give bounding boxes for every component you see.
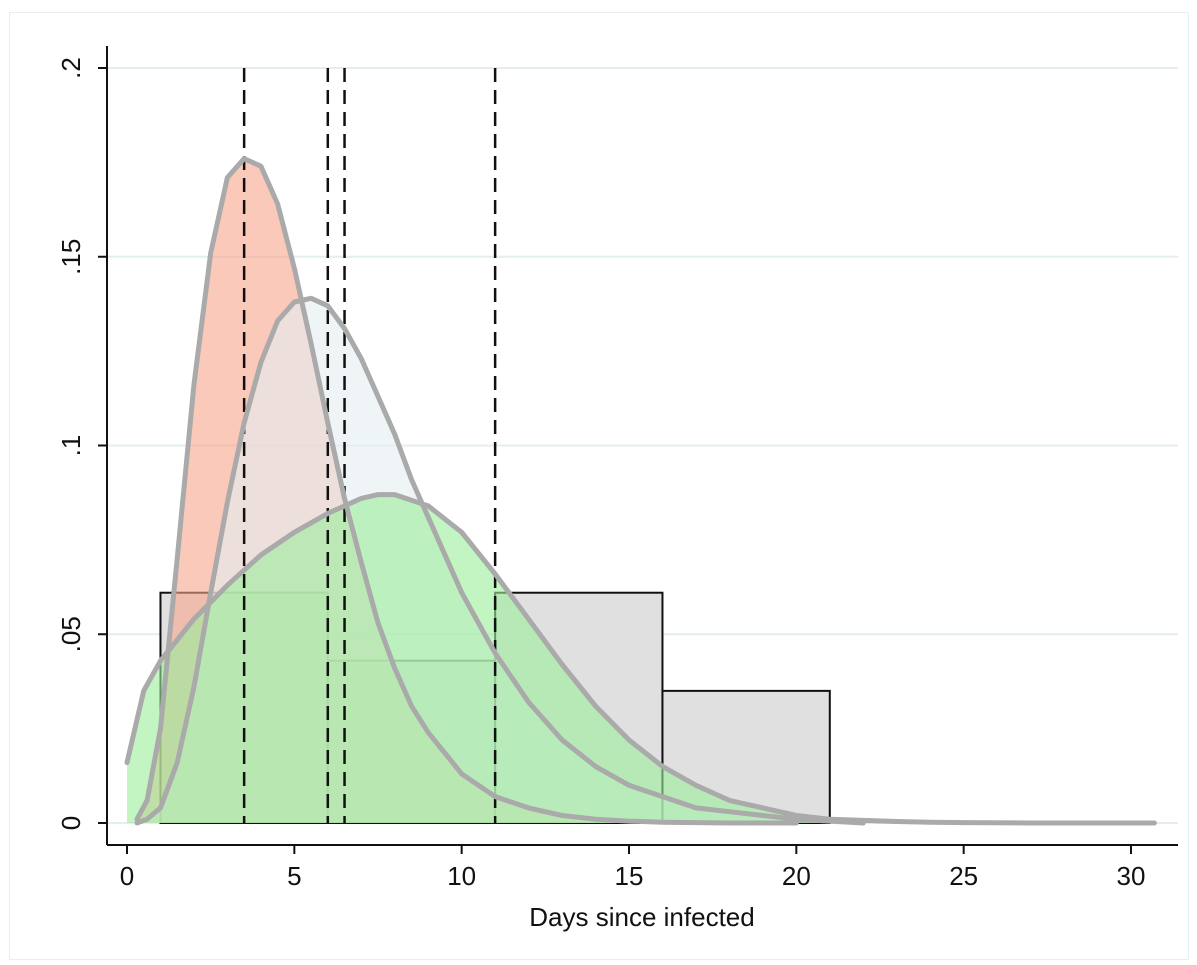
x-tick-label-5: 25 — [949, 861, 978, 891]
density-curves — [124, 156, 1157, 826]
density-curve-1 — [134, 295, 866, 826]
density-areas — [127, 158, 1155, 824]
x-axis-ticks: 0 5 10 15 20 25 30 — [120, 845, 1146, 891]
density-curve-2 — [124, 492, 1157, 826]
density-area-2 — [127, 494, 1155, 823]
chart-frame: 0 .05 .1 .15 .2 0 5 10 15 20 25 30 Days since infe… — [9, 12, 1189, 960]
density-chart: 0 .05 .1 .15 .2 0 5 10 15 20 25 30 Days since infe… — [56, 46, 1178, 932]
x-tick-label-2: 10 — [447, 861, 476, 891]
density-curve-0 — [134, 156, 799, 826]
y-axis-ticks: 0 .05 .1 .15 .2 — [56, 57, 107, 830]
x-tick-label-1: 5 — [287, 861, 301, 891]
x-tick-label-0: 0 — [120, 861, 134, 891]
y-tick-label-4: .2 — [56, 57, 86, 79]
y-tick-label-2: .1 — [56, 435, 86, 457]
y-tick-label-3: .15 — [56, 239, 86, 275]
x-tick-label-3: 15 — [615, 861, 644, 891]
x-tick-label-4: 20 — [782, 861, 811, 891]
reference-lines — [242, 68, 497, 823]
y-tick-label-0: 0 — [56, 816, 86, 830]
x-tick-label-6: 30 — [1117, 861, 1146, 891]
x-axis-label: Days since infected — [529, 902, 754, 932]
y-tick-label-1: .05 — [56, 616, 86, 652]
